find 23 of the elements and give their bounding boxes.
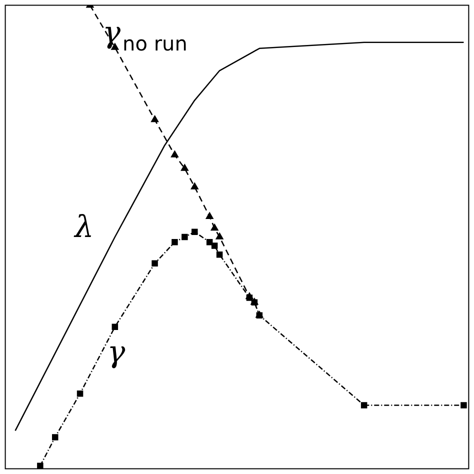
point xyxy=(211,242,218,249)
point xyxy=(152,260,158,267)
point xyxy=(172,238,178,246)
point xyxy=(37,462,44,469)
series-label: γ xyxy=(107,335,126,370)
series-label: λ xyxy=(74,210,94,245)
point xyxy=(460,402,467,408)
point xyxy=(171,150,178,158)
point xyxy=(246,294,253,301)
point xyxy=(52,434,58,440)
point xyxy=(206,238,213,246)
point xyxy=(216,251,223,258)
point xyxy=(181,164,188,171)
point xyxy=(182,234,188,240)
point xyxy=(192,228,198,236)
point xyxy=(76,390,84,397)
point xyxy=(190,182,198,190)
point xyxy=(151,116,158,122)
point xyxy=(112,324,118,330)
point xyxy=(216,232,224,240)
point xyxy=(210,224,218,231)
point xyxy=(360,402,368,408)
point xyxy=(206,212,214,220)
